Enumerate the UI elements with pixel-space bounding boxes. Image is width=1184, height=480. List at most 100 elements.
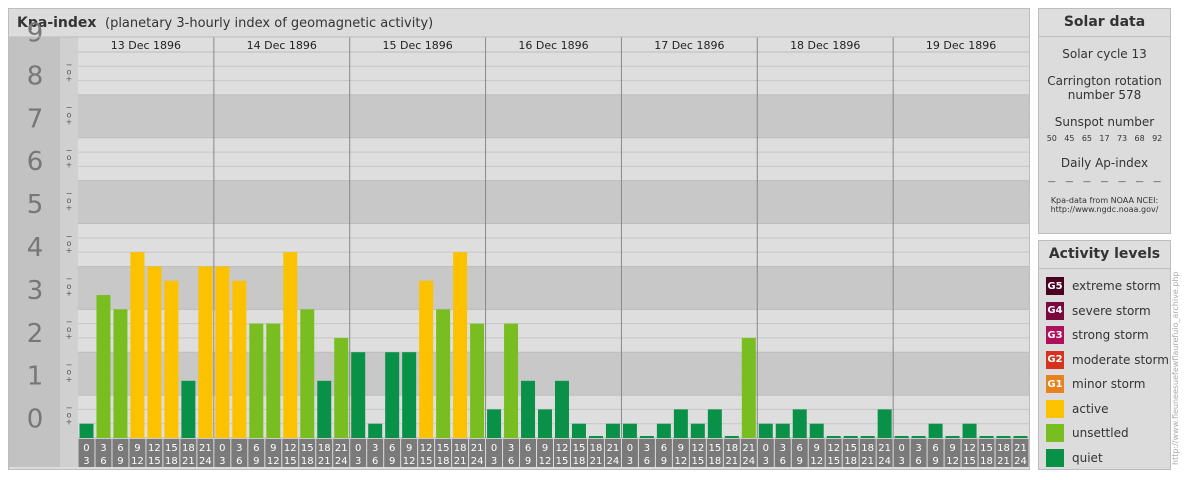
interval-label-box — [587, 439, 604, 467]
minor-tick-label: o — [67, 153, 72, 162]
sunspot-value: 65 — [1081, 134, 1092, 143]
kpa-bar — [843, 436, 858, 438]
minor-tick-label: − — [66, 403, 73, 412]
interval-start-label: 9 — [949, 443, 955, 454]
interval-end-label: 9 — [389, 456, 395, 467]
interval-label-box — [469, 439, 486, 467]
interval-start-label: 18 — [454, 443, 467, 454]
activity-level-extreme-storm: G5 extreme storm — [1046, 276, 1161, 296]
interval-start-label: 0 — [83, 443, 89, 454]
interval-label-box — [893, 439, 910, 467]
minor-tick-label: − — [66, 60, 73, 69]
interval-label-box — [554, 439, 570, 467]
interval-start-label: 18 — [318, 443, 331, 454]
kpa-bar — [826, 436, 841, 438]
interval-end-label: 18 — [980, 456, 993, 467]
interval-label-box — [672, 439, 689, 467]
interval-label-box — [944, 439, 961, 467]
interval-end-label: 9 — [797, 456, 803, 467]
interval-end-label: 15 — [556, 456, 569, 467]
interval-start-label: 9 — [542, 443, 548, 454]
activity-level-swatch: G5 — [1046, 277, 1064, 295]
ap-index-title: Daily Ap-index — [1060, 156, 1149, 170]
interval-end-label: 9 — [661, 456, 667, 467]
interval-label-box — [435, 439, 452, 467]
interval-start-label: 0 — [763, 443, 769, 454]
minor-tick-label: − — [66, 146, 73, 155]
interval-label-box — [214, 439, 231, 467]
kpa-bar — [419, 280, 434, 438]
activity-level-swatch: G2 — [1046, 350, 1064, 369]
interval-end-label: 6 — [780, 456, 786, 467]
kpa-bar — [181, 380, 196, 438]
interval-start-label: 15 — [708, 443, 721, 454]
interval-start-label: 9 — [814, 443, 820, 454]
interval-start-label: 6 — [797, 443, 803, 454]
interval-start-label: 9 — [406, 443, 412, 454]
chart-title-bar: Kpa-index (planetary 3-hourly index of g… — [8, 8, 1030, 36]
interval-end-label: 21 — [182, 456, 195, 467]
interval-end-label: 9 — [525, 456, 531, 467]
activity-level-label: moderate storm — [1072, 352, 1169, 367]
kpa-bar — [470, 323, 485, 438]
kpa-bar — [1013, 436, 1028, 438]
sunspot-value: 92 — [1152, 134, 1163, 143]
interval-label-box — [723, 439, 740, 467]
kpa-bar — [487, 409, 502, 438]
interval-end-label: 9 — [253, 456, 259, 467]
interval-end-label: 15 — [827, 456, 840, 467]
y-tick-label: 8 — [27, 61, 44, 91]
interval-start-label: 12 — [827, 443, 840, 454]
interval-label-box — [367, 439, 384, 467]
interval-end-label: 21 — [454, 456, 467, 467]
interval-label-box — [248, 439, 265, 467]
minor-tick-label: o — [67, 196, 72, 205]
y-tick-label: 7 — [27, 104, 44, 134]
interval-start-label: 21 — [742, 443, 755, 454]
interval-start-label: 0 — [219, 443, 225, 454]
interval-label-box — [706, 439, 723, 467]
kpa-bar — [809, 423, 824, 438]
y-tick-label: 0 — [27, 405, 44, 435]
activity-level-swatch: G1 — [1046, 375, 1064, 393]
sunspot-title: Sunspot number — [1054, 115, 1155, 129]
interval-start-label: 18 — [725, 443, 738, 454]
sunspot-value: 45 — [1064, 134, 1075, 143]
kpa-bar — [164, 280, 179, 438]
interval-end-label: 18 — [437, 456, 450, 467]
sunspot-value: 68 — [1134, 134, 1145, 143]
interval-end-label: 24 — [199, 456, 212, 467]
interval-end-label: 21 — [997, 456, 1010, 467]
interval-label-box — [876, 439, 893, 467]
interval-label-box — [621, 439, 638, 467]
kpa-bar — [283, 252, 298, 438]
interval-end-label: 15 — [420, 456, 433, 467]
interval-end-label: 15 — [284, 456, 297, 467]
ap-value: — — [1047, 177, 1056, 186]
data-credit-url: http://www.ngdc.noaa.gov/ — [1050, 205, 1159, 214]
day-header: 17 Dec 1896 — [654, 39, 724, 52]
kpa-bar — [113, 309, 128, 438]
band — [78, 94, 1029, 138]
minor-tick-label: + — [66, 117, 73, 126]
minor-tick-label: + — [66, 160, 73, 169]
kpa-bar — [300, 309, 315, 438]
minor-tick-label: − — [66, 318, 73, 327]
day-header: 13 Dec 1896 — [111, 39, 181, 52]
kpa-bar — [724, 436, 739, 438]
interval-start-label: 15 — [844, 443, 857, 454]
kpa-bar — [402, 352, 417, 438]
kpa-bar — [96, 295, 111, 438]
interval-end-label: 21 — [590, 456, 603, 467]
interval-end-label: 12 — [674, 456, 687, 467]
band — [78, 137, 1029, 181]
ap-index-values: — — — — — — — — [1039, 177, 1170, 186]
y-tick-label: 4 — [27, 233, 44, 263]
interval-start-label: 6 — [661, 443, 667, 454]
band — [78, 52, 1029, 95]
interval-end-label: 12 — [539, 456, 552, 467]
interval-label-box — [859, 439, 876, 467]
interval-start-label: 6 — [389, 443, 395, 454]
interval-end-label: 3 — [898, 456, 904, 467]
interval-start-label: 3 — [372, 443, 378, 454]
